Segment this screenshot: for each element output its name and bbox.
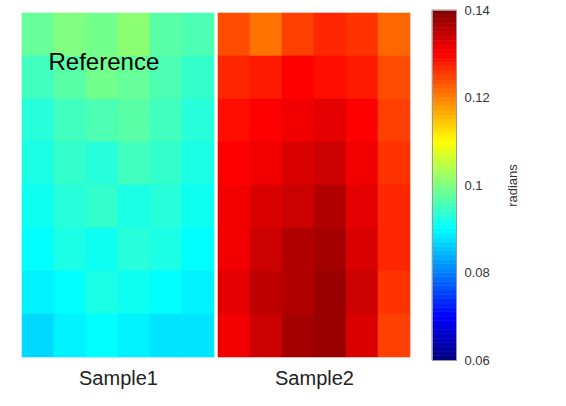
svg-text:0.12: 0.12 (465, 90, 490, 105)
svg-text:0.1: 0.1 (465, 178, 483, 193)
svg-text:Reference: Reference (49, 48, 160, 75)
svg-text:Sample1: Sample1 (79, 367, 158, 389)
svg-text:radians: radians (505, 164, 520, 207)
svg-text:0.14: 0.14 (465, 3, 490, 18)
svg-text:0.06: 0.06 (465, 353, 490, 368)
svg-text:0.08: 0.08 (465, 265, 490, 280)
svg-text:Sample2: Sample2 (275, 367, 354, 389)
